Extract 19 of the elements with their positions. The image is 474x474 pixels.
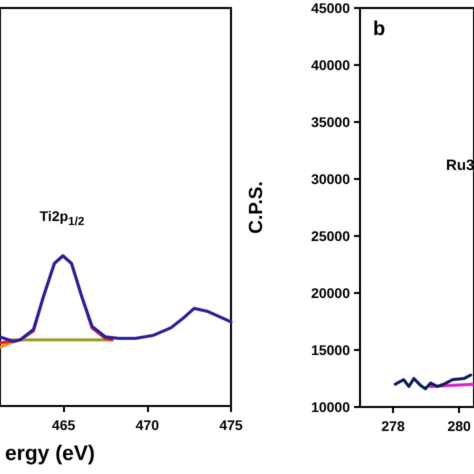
x-tick-label: 280 <box>447 418 472 434</box>
x-tick-label: 278 <box>381 418 405 434</box>
y-tick-label: 45000 <box>311 0 350 16</box>
line-series <box>394 374 472 390</box>
y-tick-label: 25000 <box>311 228 350 244</box>
annotation: Ru3 <box>446 157 474 174</box>
y-tick-label: 30000 <box>311 171 350 187</box>
y-tick-label: 35000 <box>311 114 350 130</box>
y-axis-title: C.P.S. <box>246 181 267 234</box>
annotation: b <box>373 18 386 41</box>
y-tick-label: 10000 <box>311 399 350 415</box>
x-tick-label: 470 <box>136 417 160 433</box>
text: Ti2p$_{1/2}$ <box>40 208 84 228</box>
y-tick-label: 20000 <box>311 285 350 301</box>
y-tick-label: 40000 <box>311 57 350 73</box>
x-axis-title: ergy (eV) <box>5 442 95 465</box>
y-tick-label: 15000 <box>311 342 350 358</box>
x-tick-label: 475 <box>219 417 243 433</box>
x-tick-label: 465 <box>52 417 76 433</box>
